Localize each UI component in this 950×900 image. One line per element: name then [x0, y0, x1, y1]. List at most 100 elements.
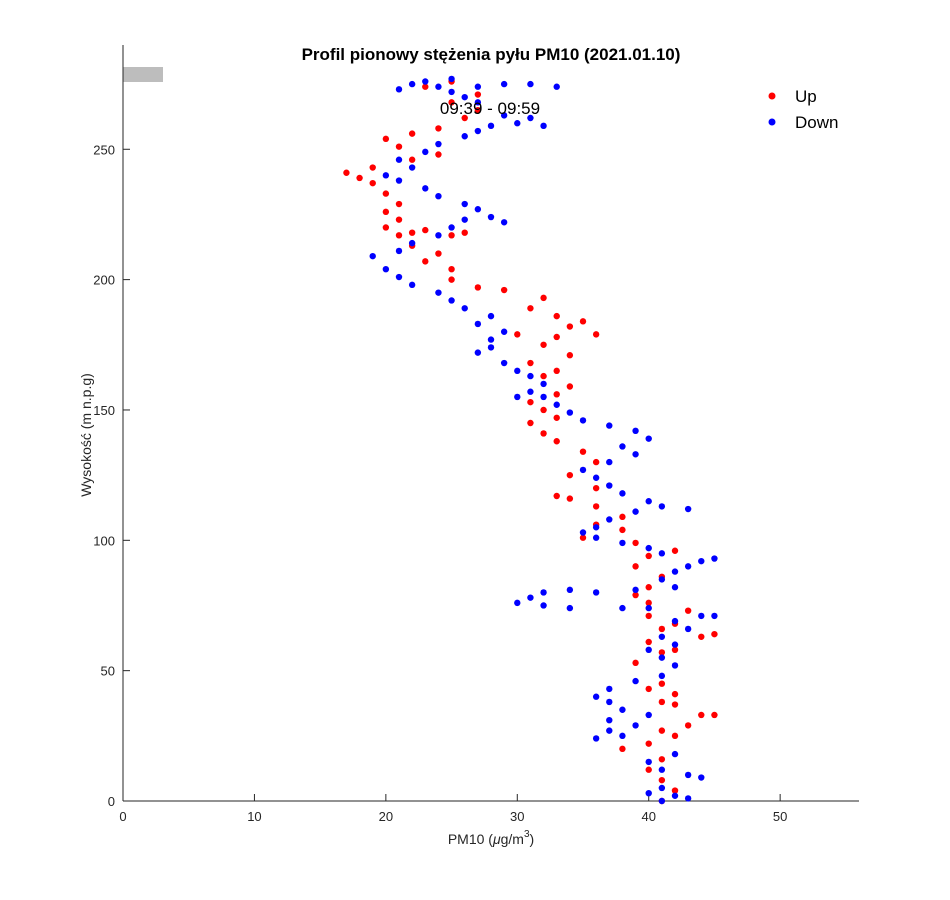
- point-up: [448, 265, 455, 273]
- point-down: [632, 586, 639, 594]
- point-down: [698, 612, 705, 620]
- point-up: [671, 646, 679, 653]
- point-down: [448, 224, 455, 231]
- point-down: [632, 451, 639, 458]
- point-up: [658, 625, 666, 633]
- x-axis-label-unit: g/m: [501, 831, 524, 847]
- point-down: [422, 148, 429, 156]
- point-down: [592, 474, 600, 481]
- point-down: [606, 482, 613, 489]
- point-down: [645, 604, 652, 612]
- y-tick-label: 50: [101, 664, 115, 679]
- point-up: [435, 151, 442, 158]
- point-down: [658, 672, 666, 680]
- point-down: [435, 289, 442, 296]
- y-tick-label: 200: [93, 273, 115, 288]
- point-down: [711, 612, 718, 620]
- point-up: [553, 414, 560, 421]
- point-up: [619, 513, 626, 521]
- point-down: [408, 164, 416, 171]
- x-tick-label: 0: [119, 809, 126, 824]
- point-down: [698, 774, 705, 781]
- point-down: [579, 466, 587, 474]
- point-down: [645, 758, 652, 766]
- point-down: [671, 584, 679, 591]
- point-up: [566, 352, 574, 359]
- point-up: [592, 484, 600, 492]
- point-down: [632, 677, 639, 685]
- point-up: [540, 406, 547, 414]
- point-up: [566, 495, 574, 502]
- point-down: [579, 529, 587, 536]
- point-down: [566, 586, 574, 594]
- point-up: [540, 341, 547, 348]
- point-down: [684, 795, 692, 802]
- point-down: [514, 367, 521, 375]
- point-down: [658, 654, 666, 661]
- point-down: [671, 750, 679, 758]
- point-down: [461, 93, 468, 101]
- point-down: [592, 589, 600, 596]
- point-down: [395, 273, 403, 281]
- point-up: [645, 612, 652, 620]
- point-down: [684, 505, 692, 513]
- point-down: [606, 422, 613, 429]
- point-down: [435, 83, 442, 90]
- point-down: [448, 297, 455, 304]
- point-down: [448, 88, 455, 96]
- x-axis-label-close: ): [530, 831, 535, 847]
- point-up: [658, 727, 666, 734]
- point-down: [645, 789, 652, 797]
- point-down: [395, 86, 403, 93]
- y-tick-label: 250: [93, 142, 115, 157]
- point-up: [514, 331, 521, 338]
- point-down: [500, 328, 508, 335]
- point-down: [645, 711, 652, 719]
- point-up: [474, 284, 482, 291]
- x-tick-label: 30: [510, 809, 524, 824]
- point-down: [645, 435, 652, 442]
- point-down: [369, 252, 376, 260]
- point-up: [553, 367, 560, 375]
- point-down: [671, 568, 679, 575]
- point-up: [408, 130, 416, 137]
- point-down: [606, 698, 613, 706]
- point-down: [606, 716, 613, 724]
- point-down: [514, 120, 521, 127]
- point-up: [553, 438, 560, 445]
- point-down: [540, 602, 547, 609]
- point-down: [645, 646, 652, 653]
- point-down: [500, 112, 508, 119]
- point-down: [487, 213, 495, 221]
- point-down: [592, 534, 600, 541]
- point-up: [395, 232, 403, 239]
- point-down: [527, 372, 534, 380]
- x-axis-ticks: 0 10 20 30 40 50: [119, 794, 787, 824]
- point-down: [658, 576, 666, 583]
- point-up: [632, 591, 639, 599]
- point-up: [343, 169, 350, 176]
- point-down: [408, 80, 416, 88]
- point-down: [553, 83, 560, 90]
- point-up: [658, 776, 666, 784]
- point-down: [658, 766, 666, 773]
- point-down: [540, 380, 547, 388]
- point-down: [711, 555, 718, 562]
- scatter-points: [343, 75, 718, 805]
- point-down: [658, 784, 666, 792]
- point-up: [645, 584, 652, 591]
- point-up: [461, 229, 468, 236]
- point-up: [658, 698, 666, 706]
- point-down: [645, 544, 652, 552]
- y-axis-ticks: 0 50 100 150 200 250: [93, 142, 130, 809]
- point-down: [671, 662, 679, 669]
- point-down: [619, 706, 626, 713]
- point-up: [579, 448, 587, 455]
- point-up: [579, 534, 587, 541]
- point-down: [658, 797, 666, 805]
- point-up: [698, 633, 705, 640]
- plot-area: [123, 45, 859, 801]
- x-axis-label-exp: 3: [524, 829, 530, 840]
- point-down: [645, 498, 652, 505]
- point-down: [474, 349, 482, 356]
